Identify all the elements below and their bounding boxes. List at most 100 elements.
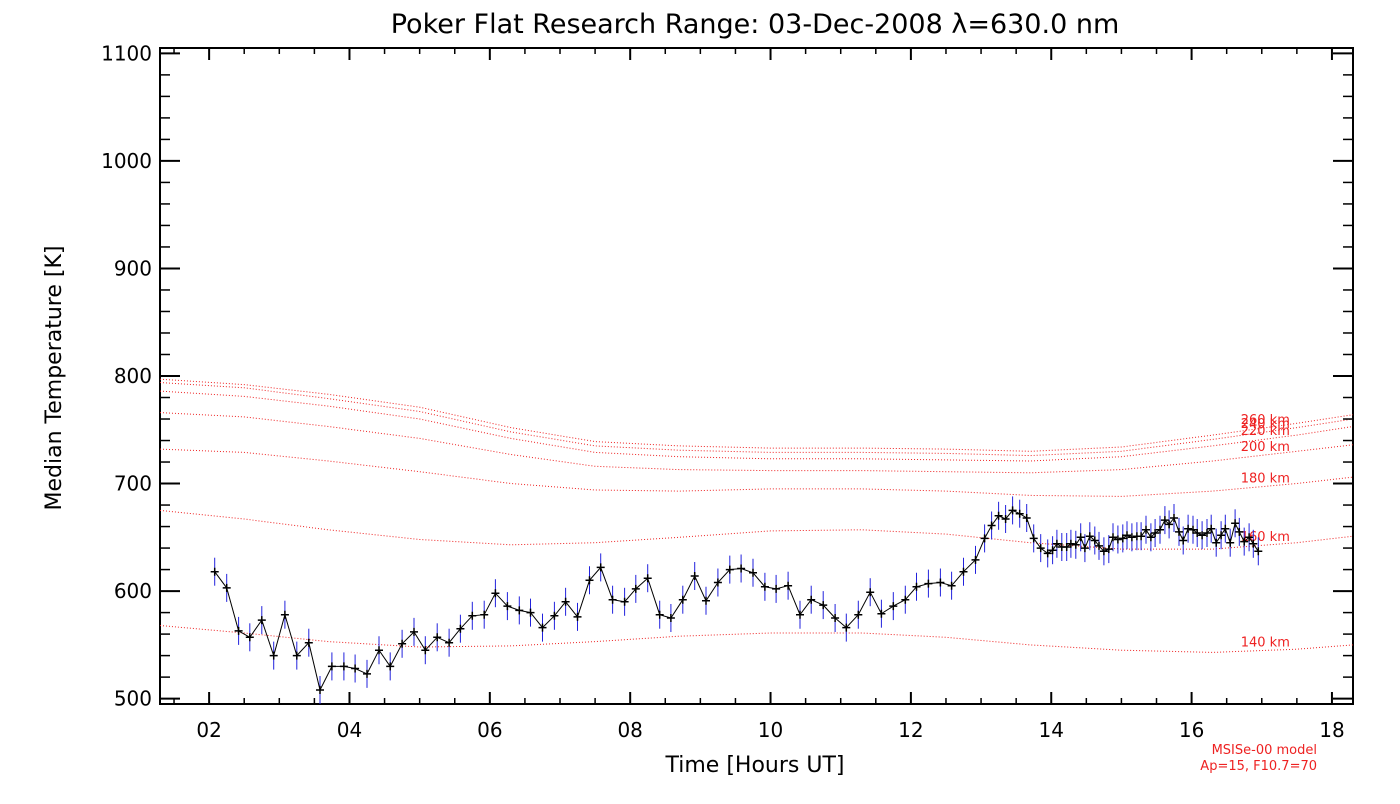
data-point bbox=[480, 610, 489, 619]
y-tick-label: 1100 bbox=[101, 41, 152, 65]
x-tick-label: 16 bbox=[1179, 718, 1204, 742]
data-point bbox=[1142, 525, 1150, 534]
data-point bbox=[666, 614, 675, 622]
data-point bbox=[1170, 514, 1178, 522]
data-point bbox=[468, 611, 477, 620]
x-axis-label: Time [Hours UT] bbox=[665, 753, 845, 778]
data-point bbox=[760, 582, 769, 591]
data-point bbox=[1217, 531, 1226, 540]
data-point bbox=[678, 595, 687, 604]
data-point bbox=[1160, 516, 1169, 525]
x-tick-label: 18 bbox=[1319, 718, 1344, 742]
data-point bbox=[1118, 534, 1127, 543]
data-point bbox=[1104, 545, 1113, 554]
data-point bbox=[901, 595, 910, 604]
data-point bbox=[690, 572, 699, 580]
data-point bbox=[1095, 541, 1103, 550]
data-point bbox=[304, 638, 313, 647]
model-note-line-1: MSISe-00 model bbox=[1212, 743, 1317, 758]
data-point bbox=[784, 581, 793, 590]
data-point bbox=[1080, 544, 1089, 553]
data-point bbox=[1099, 547, 1108, 556]
data-point bbox=[1165, 520, 1174, 529]
data-point bbox=[1071, 540, 1080, 549]
data-point bbox=[585, 576, 594, 585]
chart-title: Poker Flat Research Range: 03-Dec-2008 λ… bbox=[391, 9, 1120, 40]
data-point bbox=[1036, 544, 1045, 553]
data-point bbox=[456, 624, 465, 633]
data-point bbox=[971, 555, 980, 564]
data-point bbox=[1127, 533, 1136, 542]
data-point bbox=[980, 534, 989, 543]
data-point bbox=[1207, 524, 1216, 533]
data-point bbox=[947, 581, 956, 590]
data-point bbox=[1235, 527, 1244, 536]
data-point bbox=[737, 564, 746, 573]
data-point bbox=[1076, 533, 1085, 542]
model-curve-180-km bbox=[159, 448, 1354, 497]
x-tick-label: 06 bbox=[477, 718, 502, 742]
data-point bbox=[620, 597, 629, 606]
data-point bbox=[573, 612, 582, 621]
data-point bbox=[515, 606, 524, 615]
data-point bbox=[596, 563, 605, 572]
model-curve-160-km bbox=[159, 509, 1354, 550]
data-point bbox=[234, 626, 243, 635]
data-point bbox=[1043, 549, 1052, 558]
model-curve-220-km bbox=[159, 390, 1354, 462]
data-point bbox=[292, 651, 301, 660]
data-point bbox=[1231, 519, 1240, 528]
data-point bbox=[398, 639, 407, 648]
y-tick-label: 1000 bbox=[101, 149, 152, 173]
data-point bbox=[1066, 539, 1075, 548]
data-point bbox=[316, 686, 324, 694]
data-point bbox=[1109, 533, 1117, 542]
data-point bbox=[257, 616, 266, 625]
model-curve-260-km bbox=[159, 378, 1354, 452]
data-point bbox=[433, 633, 442, 642]
data-point bbox=[1022, 514, 1031, 522]
data-point bbox=[327, 662, 336, 671]
data-point bbox=[503, 602, 512, 611]
data-point bbox=[1179, 536, 1188, 545]
x-tick-label: 08 bbox=[617, 718, 642, 742]
data-point bbox=[807, 595, 816, 604]
data-point bbox=[1001, 515, 1010, 523]
data-point bbox=[1146, 533, 1155, 542]
data-point bbox=[1113, 535, 1122, 544]
data-point bbox=[1193, 529, 1202, 537]
data-point bbox=[538, 623, 547, 632]
model-curve-240-km bbox=[159, 382, 1354, 457]
data-point bbox=[1254, 547, 1263, 556]
data-point bbox=[1151, 529, 1160, 537]
data-point bbox=[1203, 529, 1211, 537]
data-point bbox=[363, 669, 371, 678]
y-tick-label: 900 bbox=[114, 256, 152, 280]
data-point bbox=[1240, 537, 1249, 546]
data-point bbox=[1198, 531, 1207, 540]
data-point bbox=[1221, 524, 1230, 533]
data-point bbox=[1156, 525, 1164, 534]
data-point bbox=[421, 646, 430, 655]
data-point bbox=[854, 610, 863, 619]
x-tick-label: 10 bbox=[758, 718, 783, 742]
data-point bbox=[1123, 531, 1131, 540]
x-tick-label: 14 bbox=[1039, 718, 1064, 742]
data-point bbox=[269, 651, 278, 660]
data-point bbox=[339, 662, 348, 671]
data-point bbox=[655, 610, 664, 619]
data-point bbox=[877, 609, 886, 618]
observed-line bbox=[214, 509, 1259, 692]
model-curve-label: 140 km bbox=[1241, 635, 1290, 650]
x-tick-label: 02 bbox=[196, 718, 221, 742]
y-tick-label: 700 bbox=[114, 472, 152, 496]
data-point bbox=[819, 601, 828, 610]
model-curve-label: 220 km bbox=[1241, 424, 1290, 439]
data-point bbox=[351, 664, 360, 673]
data-point bbox=[491, 589, 500, 598]
data-point bbox=[1249, 539, 1258, 548]
data-point bbox=[608, 595, 617, 604]
